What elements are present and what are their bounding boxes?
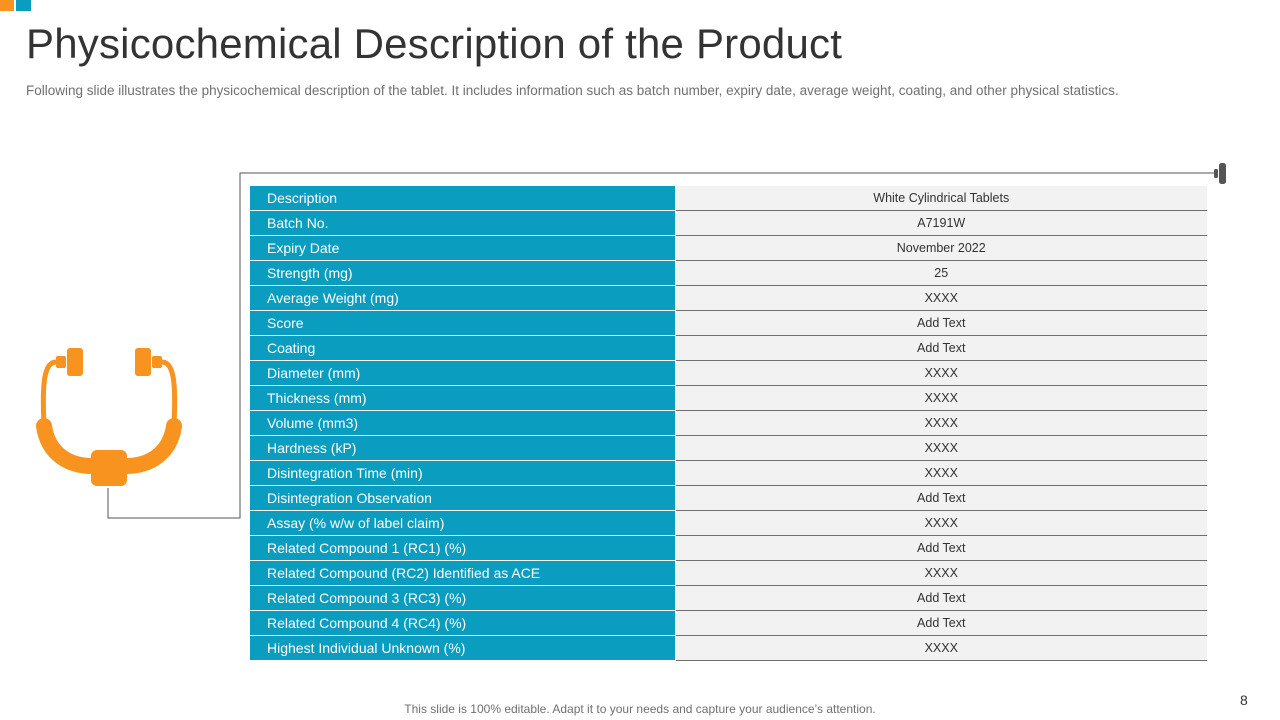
row-value: Add Text: [675, 485, 1207, 511]
row-label: Disintegration Time (min): [250, 460, 676, 486]
row-label: Assay (% w/w of label claim): [250, 510, 676, 536]
table-row: Related Compound 1 (RC1) (%) Add Text: [250, 535, 1207, 561]
row-value: XXXX: [675, 285, 1207, 311]
row-label: Description: [250, 186, 676, 211]
row-label: Expiry Date: [250, 235, 676, 261]
row-value: XXXX: [675, 635, 1207, 661]
physicochemical-table: Description White Cylindrical Tablets Bat…: [250, 186, 1207, 661]
row-label: Hardness (kP): [250, 435, 676, 461]
row-label: Strength (mg): [250, 260, 676, 286]
row-value: Add Text: [675, 610, 1207, 636]
row-label: Related Compound (RC2) Identified as ACE: [250, 560, 676, 586]
stethoscope-icon: [36, 348, 182, 486]
row-label: Related Compound 4 (RC4) (%): [250, 610, 676, 636]
row-value: XXXX: [675, 460, 1207, 486]
row-label: Diameter (mm): [250, 360, 676, 386]
table-row: Coating Add Text: [250, 335, 1207, 361]
row-label: Disintegration Observation: [250, 485, 676, 511]
row-label: Coating: [250, 335, 676, 361]
row-value: A7191W: [675, 210, 1207, 236]
corner-accent-orange: [0, 0, 14, 11]
row-value: White Cylindrical Tablets: [675, 186, 1207, 211]
row-value: XXXX: [675, 560, 1207, 586]
table-row: Strength (mg) 25: [250, 260, 1207, 286]
table-row: Disintegration Time (min) XXXX: [250, 460, 1207, 486]
row-label: Score: [250, 310, 676, 336]
table-row: Diameter (mm) XXXX: [250, 360, 1207, 386]
row-label: Thickness (mm): [250, 385, 676, 411]
row-value: 25: [675, 260, 1207, 286]
page-number: 8: [1240, 692, 1248, 708]
table-row: Thickness (mm) XXXX: [250, 385, 1207, 411]
row-label: Batch No.: [250, 210, 676, 236]
row-value: Add Text: [675, 585, 1207, 611]
table-row: Related Compound (RC2) Identified as ACE…: [250, 560, 1207, 586]
row-value: XXXX: [675, 510, 1207, 536]
row-label: Highest Individual Unknown (%): [250, 635, 676, 661]
row-value: XXXX: [675, 360, 1207, 386]
row-value: XXXX: [675, 410, 1207, 436]
table-row: Batch No. A7191W: [250, 210, 1207, 236]
table-row: Description White Cylindrical Tablets: [250, 186, 1207, 211]
row-value: Add Text: [675, 335, 1207, 361]
row-value: XXXX: [675, 385, 1207, 411]
table-row: Related Compound 3 (RC3) (%) Add Text: [250, 585, 1207, 611]
row-label: Related Compound 3 (RC3) (%): [250, 585, 676, 611]
table-row: Highest Individual Unknown (%) XXXX: [250, 635, 1207, 661]
table-row: Expiry Date November 2022: [250, 235, 1207, 261]
table-row: Related Compound 4 (RC4) (%) Add Text: [250, 610, 1207, 636]
table-row: Disintegration Observation Add Text: [250, 485, 1207, 511]
row-label: Related Compound 1 (RC1) (%): [250, 535, 676, 561]
row-value: Add Text: [675, 535, 1207, 561]
slide-subtitle: Following slide illustrates the physicoc…: [26, 83, 1119, 98]
slide-title: Physicochemical Description of the Produ…: [26, 20, 843, 67]
row-value: November 2022: [675, 235, 1207, 261]
table-row: Average Weight (mg) XXXX: [250, 285, 1207, 311]
row-value: Add Text: [675, 310, 1207, 336]
row-label: Average Weight (mg): [250, 285, 676, 311]
table-row: Assay (% w/w of label claim) XXXX: [250, 510, 1207, 536]
row-label: Volume (mm3): [250, 410, 676, 436]
table-row: Volume (mm3) XXXX: [250, 410, 1207, 436]
slide-footer: This slide is 100% editable. Adapt it to…: [404, 702, 876, 716]
table-row: Score Add Text: [250, 310, 1207, 336]
corner-accent-blue: [16, 0, 31, 11]
table-row: Hardness (kP) XXXX: [250, 435, 1207, 461]
row-value: XXXX: [675, 435, 1207, 461]
